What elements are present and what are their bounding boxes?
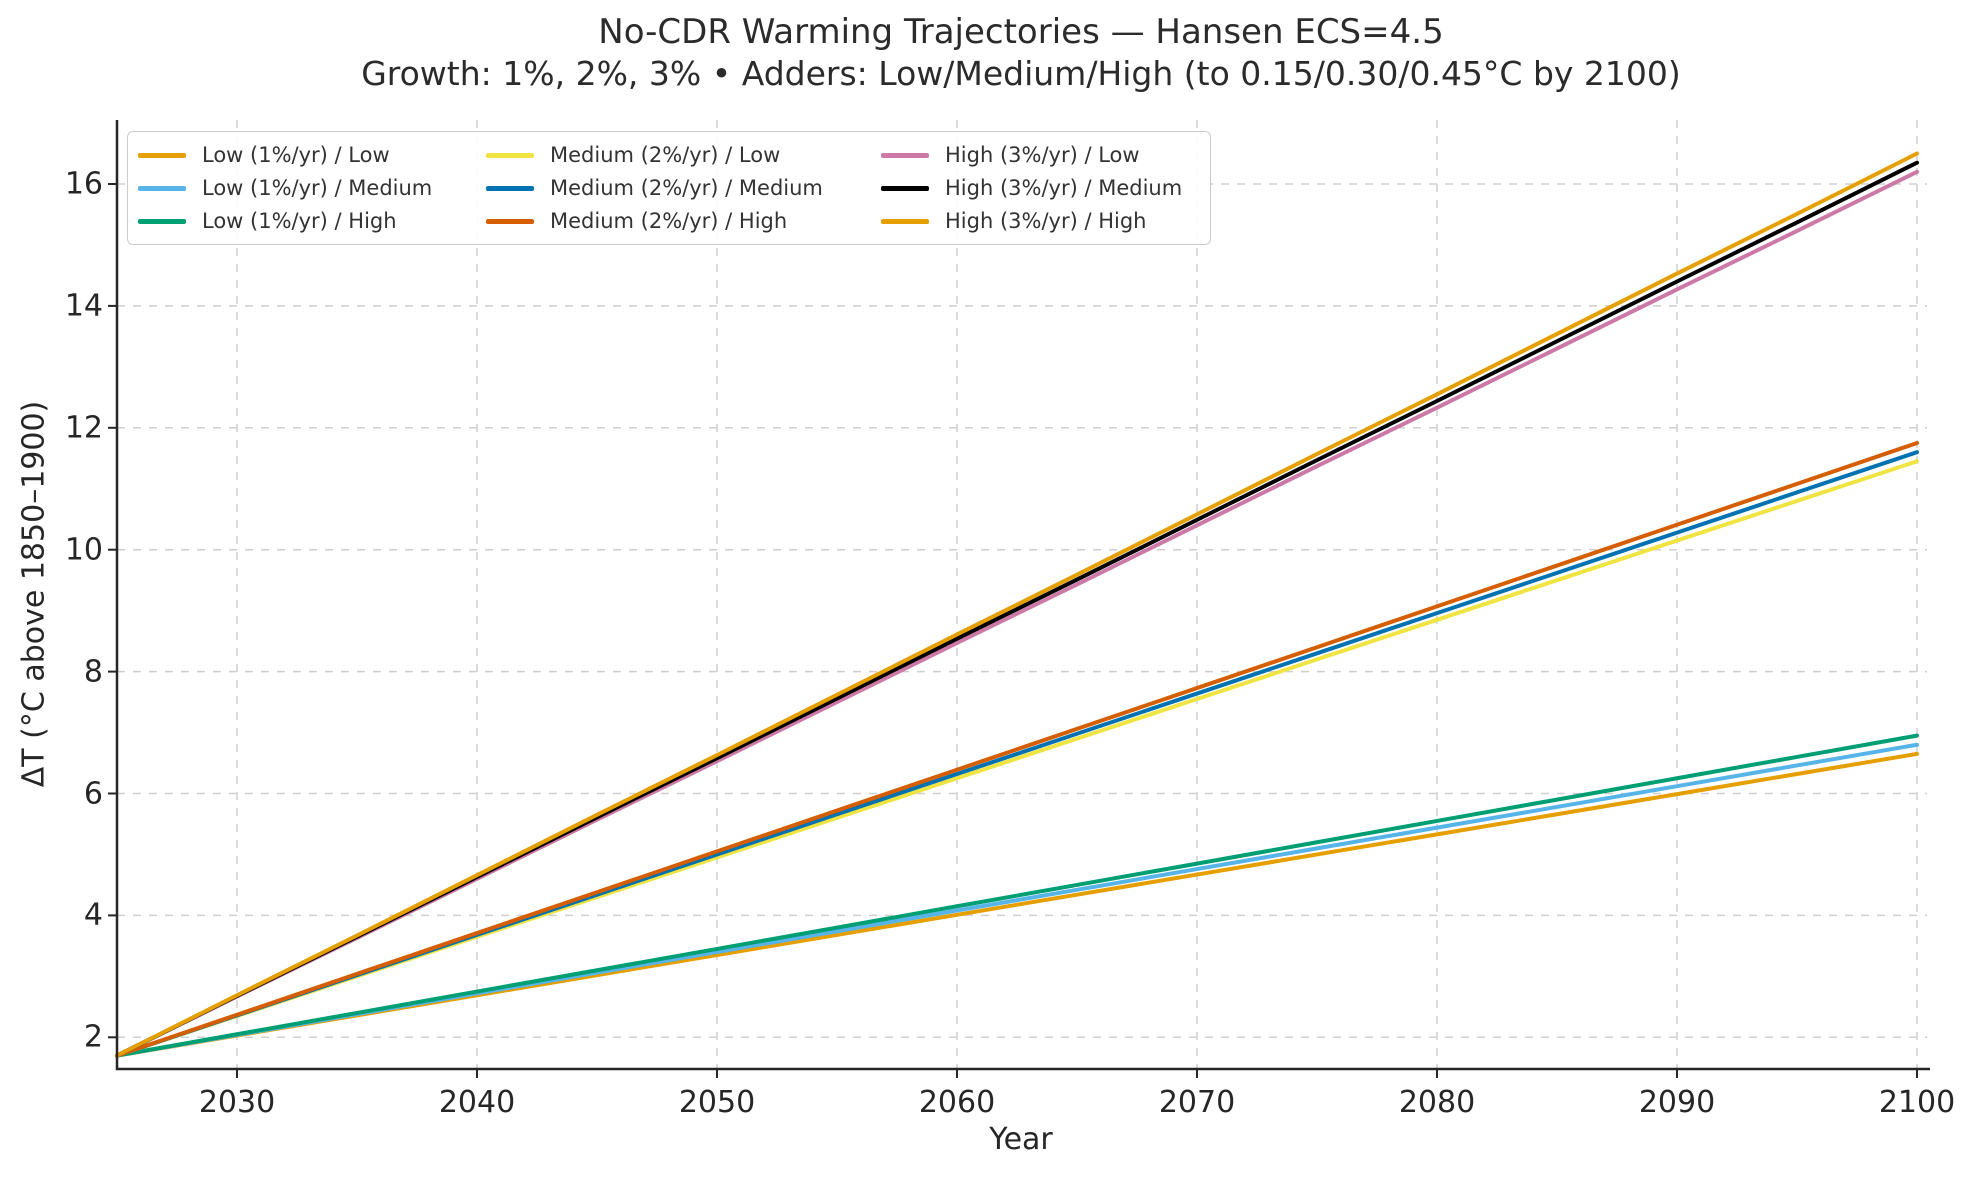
y-tick-label: 4 [83, 897, 103, 933]
series-line-low-1-yr-high [115, 733, 1919, 1058]
legend-label: High (3%/yr) / High [945, 209, 1147, 233]
legend-label: Low (1%/yr) / High [202, 209, 397, 233]
x-tick-label: 2080 [1398, 1085, 1476, 1120]
y-tick-label: 16 [64, 166, 103, 202]
x-tick-label: 2050 [678, 1085, 756, 1120]
legend-label: High (3%/yr) / Medium [945, 176, 1183, 200]
x-tick-label: 2030 [198, 1085, 276, 1120]
legend-entry: High (3%/yr) / Low [881, 140, 1140, 170]
legend-entry: High (3%/yr) / Medium [881, 173, 1182, 203]
axes-layer [108, 120, 1930, 1078]
x-axis-label: Year [989, 1122, 1053, 1157]
legend-entry: Medium (2%/yr) / Low [486, 140, 780, 170]
legend-swatch [486, 218, 534, 224]
legend-swatch [486, 185, 534, 191]
x-tick-label: 2060 [918, 1085, 996, 1120]
y-tick-label: 8 [83, 654, 103, 690]
legend-entry: High (3%/yr) / High [881, 206, 1146, 236]
series-line-high-3-yr-high [115, 151, 1919, 1058]
legend-swatch [138, 218, 186, 224]
y-tick-label: 6 [83, 776, 103, 811]
y-tick-label: 10 [64, 532, 103, 568]
legend-label: Low (1%/yr) / Low [202, 143, 390, 167]
legend: Low (1%/yr) / Low Low (1%/yr) / Medium Low… [127, 131, 1211, 245]
legend-swatch [881, 218, 929, 224]
x-tick-label: 2100 [1878, 1085, 1956, 1120]
legend-swatch [881, 185, 929, 191]
x-tick-label: 2090 [1638, 1085, 1716, 1120]
legend-swatch [138, 152, 186, 158]
legend-label: High (3%/yr) / Low [945, 143, 1140, 167]
legend-swatch [138, 185, 186, 191]
series-line-medium-2-yr-high [115, 441, 1919, 1058]
chart-title: No-CDR Warming Trajectories — Hansen ECS… [598, 12, 1444, 52]
legend-entry: Low (1%/yr) / Medium [138, 173, 432, 203]
legend-entry: Low (1%/yr) / High [138, 206, 397, 236]
legend-swatch [881, 152, 929, 158]
x-tick-label: 2070 [1158, 1085, 1236, 1120]
legend-label: Low (1%/yr) / Medium [202, 176, 433, 200]
grid-layer [117, 120, 1927, 1069]
legend-entry: Low (1%/yr) / Low [138, 140, 390, 170]
chart-subtitle: Growth: 1%, 2%, 3% • Adders: Low/Medium/… [361, 54, 1681, 93]
legend-entry: Medium (2%/yr) / High [486, 206, 787, 236]
legend-swatch [486, 152, 534, 158]
y-axis-label: ΔT (°C above 1850–1900) [16, 400, 52, 788]
legend-entry: Medium (2%/yr) / Medium [486, 173, 823, 203]
legend-label: Medium (2%/yr) / Low [550, 143, 781, 167]
y-tick-label: 2 [83, 1019, 103, 1055]
legend-label: Medium (2%/yr) / Medium [550, 176, 823, 200]
x-tick-label: 2040 [438, 1085, 516, 1120]
legend-label: Medium (2%/yr) / High [550, 209, 788, 233]
y-tick-label: 14 [64, 288, 103, 324]
y-tick-label: 12 [64, 410, 103, 446]
series-layer [115, 151, 1919, 1058]
